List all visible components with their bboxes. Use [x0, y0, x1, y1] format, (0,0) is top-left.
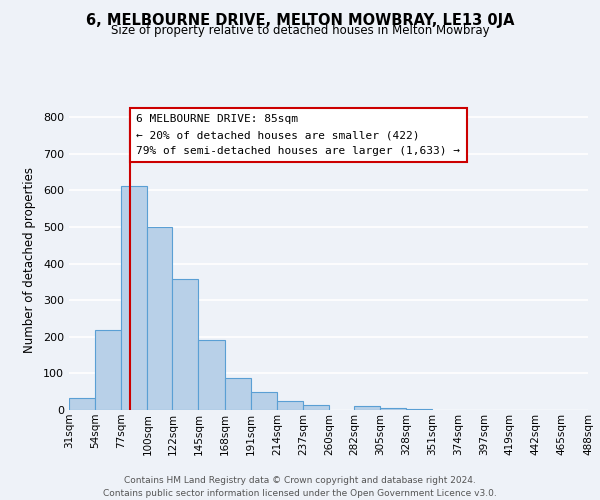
Text: 6 MELBOURNE DRIVE: 85sqm
← 20% of detached houses are smaller (422)
79% of semi-: 6 MELBOURNE DRIVE: 85sqm ← 20% of detach… [136, 114, 460, 156]
Bar [199, 340, 224, 410]
Bar [148, 227, 172, 410]
Bar [172, 280, 199, 410]
Bar [121, 186, 148, 410]
Text: 6, MELBOURNE DRIVE, MELTON MOWBRAY, LE13 0JA: 6, MELBOURNE DRIVE, MELTON MOWBRAY, LE13… [86, 12, 514, 28]
Text: Size of property relative to detached houses in Melton Mowbray: Size of property relative to detached ho… [110, 24, 490, 37]
Bar [224, 378, 251, 410]
Bar [251, 392, 277, 410]
Bar [354, 406, 380, 410]
Bar [277, 401, 303, 410]
Y-axis label: Number of detached properties: Number of detached properties [23, 167, 36, 353]
Text: Contains HM Land Registry data © Crown copyright and database right 2024.
Contai: Contains HM Land Registry data © Crown c… [103, 476, 497, 498]
Bar [69, 398, 95, 410]
Bar [303, 405, 329, 410]
Bar [406, 409, 433, 410]
Bar [95, 330, 121, 410]
Bar [380, 408, 406, 410]
